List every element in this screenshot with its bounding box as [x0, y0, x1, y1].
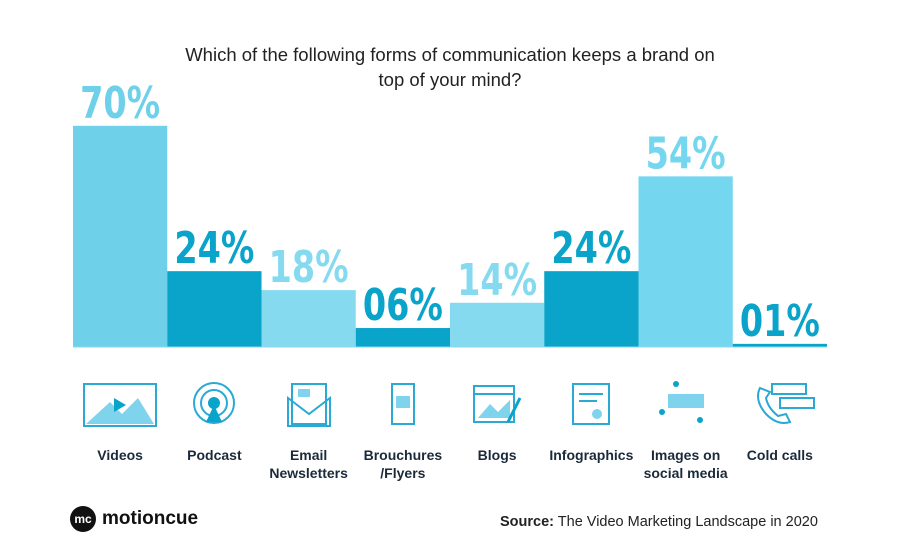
- bar: [167, 271, 262, 347]
- email-icon: [287, 383, 331, 427]
- brand: mc motioncue: [70, 506, 198, 532]
- brand-mark: mc: [70, 506, 96, 532]
- video-icon: [83, 383, 157, 427]
- source: Source: The Video Marketing Landscape in…: [500, 514, 818, 530]
- bar: [450, 302, 545, 347]
- bar: [544, 271, 639, 347]
- bar: [73, 125, 168, 347]
- value-label: 18%: [269, 242, 349, 293]
- bar: [732, 343, 827, 347]
- chart-title: Which of the following forms of communic…: [185, 44, 715, 90]
- value-label: 06%: [363, 280, 443, 331]
- bar: [261, 290, 356, 347]
- social-icon: [659, 381, 704, 423]
- category-label: Cold calls: [746, 447, 813, 463]
- value-label: 14%: [457, 255, 537, 306]
- value-label: 01%: [740, 296, 820, 347]
- brand-name: motioncue: [102, 508, 199, 529]
- category-label: Email Newsletters: [269, 447, 348, 481]
- category-label: Blogs: [477, 447, 517, 463]
- infographic-icon: [572, 383, 610, 425]
- source-text: The Video Marketing Landscape in 2020: [557, 514, 818, 530]
- blog-icon: [473, 385, 522, 423]
- value-label: 24%: [174, 223, 254, 274]
- category-label: Images on social media: [643, 447, 728, 481]
- podcast-icon: [193, 382, 235, 424]
- value-label: 24%: [551, 223, 631, 274]
- category-label: Videos: [97, 447, 143, 463]
- icons: [83, 381, 815, 427]
- bar: [638, 176, 733, 347]
- category-label: Brouchures /Flyers: [363, 447, 443, 481]
- phone-icon: [757, 383, 815, 424]
- value-label: 54%: [646, 128, 726, 179]
- bar: [355, 328, 450, 347]
- flyer-icon: [391, 383, 415, 425]
- category-label: Infographics: [549, 447, 634, 463]
- category-label: Podcast: [187, 447, 242, 463]
- value-label: 70%: [80, 78, 160, 129]
- source-label: Source:: [500, 514, 554, 530]
